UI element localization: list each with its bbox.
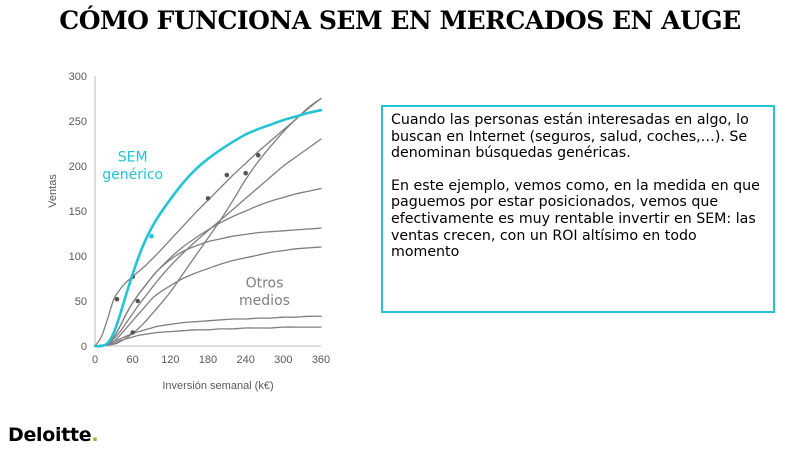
series-line-other-2 — [94, 97, 322, 347]
annotation-line: genérico — [102, 167, 163, 183]
chart-plot-area: 0 50 100 150 200 250 300 0 60 120 180 240 300 360 Inve… — [47, 71, 330, 392]
deloitte-logo: Deloitte. — [8, 424, 99, 446]
series-marker — [255, 152, 261, 158]
x-tick-label: 60 — [127, 354, 139, 366]
y-axis-label: Ventas — [47, 174, 59, 208]
series-marker — [205, 196, 211, 201]
series-line-other-4 — [94, 227, 322, 347]
y-tick-label: 100 — [69, 251, 87, 263]
y-tick-label: 300 — [69, 71, 87, 83]
series-marker — [130, 330, 135, 335]
logo-text: Deloitte — [8, 424, 92, 446]
y-tick-label: 250 — [69, 116, 87, 128]
series-line-other-0 — [94, 97, 322, 347]
series-marker — [224, 172, 230, 178]
series-line-other-1 — [94, 138, 322, 347]
x-axis-label: Inversión semanal (k€) — [162, 380, 273, 392]
series-marker — [135, 298, 140, 304]
series-line-other-7 — [94, 326, 322, 347]
y-tick-label: 0 — [81, 341, 87, 353]
series-line-other-3 — [94, 187, 322, 347]
info-paragraph-1: Cuando las personas están interesadas en… — [391, 112, 749, 162]
x-tick-label: 300 — [274, 354, 292, 366]
series-line-other-6 — [94, 315, 322, 347]
series-marker — [114, 296, 120, 302]
sem-marker — [149, 233, 154, 239]
x-tick-label: 180 — [199, 354, 217, 366]
annotation-line: SEM — [118, 150, 148, 166]
y-tick-label: 50 — [75, 296, 87, 308]
x-tick-label: 360 — [312, 354, 330, 366]
slide-title: CÓMO FUNCIONA SEM EN MERCADOS EN AUGE — [59, 6, 741, 35]
series-line-sem — [93, 108, 323, 348]
annotation-line: medios — [239, 293, 290, 309]
y-tick-label: 200 — [69, 161, 87, 173]
logo-dot: . — [91, 424, 99, 446]
annotation-line: Otros — [246, 276, 284, 292]
x-tick-label: 0 — [92, 354, 98, 366]
annotation-sem-generico: SEM genérico — [102, 150, 163, 184]
series-line-other-5 — [94, 246, 322, 347]
info-box: Cuando las personas están interesadas en… — [381, 105, 775, 313]
series-marker — [243, 170, 248, 176]
sales-chart: 0 50 100 150 200 250 300 0 60 120 180 240 300 360 Inve… — [47, 71, 330, 392]
info-paragraph-2: En este ejemplo, vemos como, en la medid… — [391, 177, 760, 261]
annotation-otros-medios: Otros medios — [239, 276, 290, 310]
x-tick-label: 120 — [161, 354, 179, 366]
y-tick-label: 150 — [69, 206, 87, 218]
x-tick-label: 240 — [236, 354, 254, 366]
